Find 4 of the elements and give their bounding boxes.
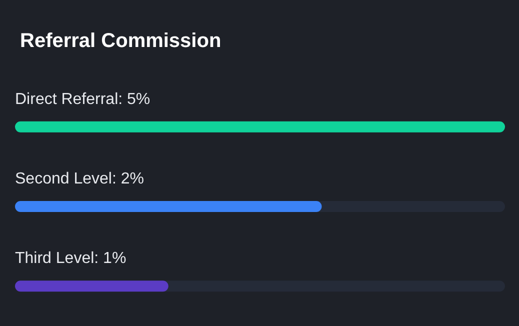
y-tick-label: Third Level: 1% <box>15 250 126 268</box>
chart-title: Referral Commission <box>20 30 222 52</box>
y-tick-label: Direct Referral: 5% <box>15 90 150 108</box>
y-tick-label: Second Level: 2% <box>15 170 144 188</box>
